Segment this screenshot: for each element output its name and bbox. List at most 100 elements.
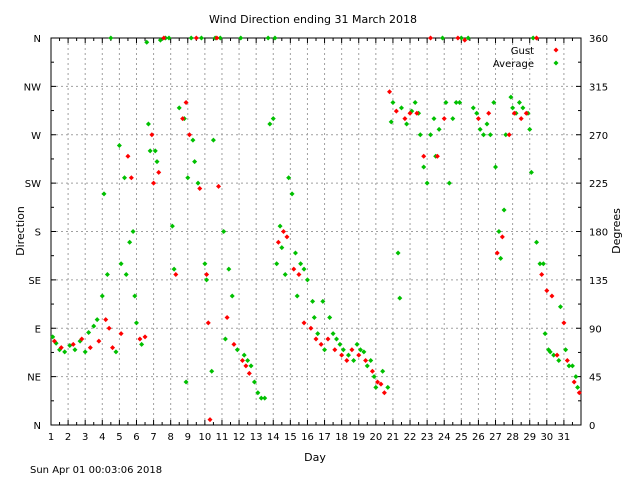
- gust-point: [407, 110, 413, 116]
- average-point: [503, 132, 509, 138]
- average-point: [145, 121, 151, 127]
- gust-point: [151, 180, 157, 186]
- gust-point: [421, 153, 427, 159]
- average-point: [351, 358, 357, 363]
- average-point: [265, 35, 271, 41]
- average-point: [361, 349, 367, 355]
- average-point: [72, 347, 78, 353]
- average-point: [310, 298, 316, 304]
- average-point: [542, 331, 548, 337]
- gust-point: [296, 272, 302, 277]
- average-point: [166, 35, 172, 41]
- gust-point: [79, 336, 85, 342]
- gust-point: [51, 338, 57, 344]
- y-tick-label-left: E: [35, 324, 41, 335]
- average-point: [152, 148, 158, 154]
- gust-point: [103, 317, 109, 323]
- average-point: [101, 191, 107, 197]
- legend: Gust Average: [493, 46, 559, 70]
- average-point: [229, 293, 235, 299]
- gust-point: [205, 320, 211, 326]
- gust-point: [193, 35, 199, 41]
- average-point: [62, 349, 68, 355]
- average-point: [557, 304, 563, 310]
- gust-point: [564, 358, 570, 363]
- gust-point: [156, 169, 162, 175]
- x-tick-label: 20: [369, 432, 382, 443]
- average-point: [169, 223, 175, 229]
- x-tick-label: 6: [133, 432, 139, 443]
- x-tick-label: 4: [99, 432, 105, 443]
- average-point: [446, 180, 452, 186]
- average-point: [421, 164, 427, 170]
- average-point: [528, 169, 534, 175]
- x-tick-label: 9: [185, 432, 191, 443]
- x-tick-label: 27: [489, 432, 502, 443]
- average-point: [368, 358, 374, 363]
- x-tick-label: 8: [167, 432, 173, 443]
- y-tick-label-right: 135: [589, 276, 608, 287]
- average-point: [491, 100, 497, 105]
- y-tick-label-left: NE: [27, 373, 41, 384]
- gust-point: [96, 338, 102, 344]
- average-point: [183, 379, 189, 385]
- average-point: [226, 266, 232, 272]
- average-point: [82, 349, 88, 355]
- average-point: [450, 116, 456, 122]
- average-point: [221, 229, 227, 234]
- gust-point: [387, 89, 393, 95]
- y-tick-label-right: 270: [589, 131, 608, 142]
- average-point: [144, 39, 150, 45]
- gust-point: [204, 272, 210, 277]
- average-point: [470, 105, 476, 111]
- average-point: [508, 94, 514, 100]
- average-point: [334, 336, 340, 342]
- x-tick-label: 29: [523, 432, 536, 443]
- average-point: [104, 272, 110, 277]
- gust-point: [363, 358, 369, 363]
- gust-point: [561, 320, 567, 326]
- gust-point: [301, 320, 307, 326]
- average-point: [398, 105, 404, 111]
- average-point: [397, 295, 403, 301]
- x-tick-label: 18: [335, 432, 348, 443]
- x-tick-label: 16: [301, 432, 314, 443]
- y-tick-label-left: SW: [25, 179, 41, 190]
- gust-point: [239, 358, 245, 363]
- average-point: [380, 368, 386, 374]
- average-point: [279, 245, 285, 251]
- average-point: [566, 363, 572, 369]
- gust-point: [224, 315, 230, 320]
- average-point: [217, 35, 223, 41]
- average-point: [190, 137, 196, 143]
- average-point: [147, 148, 153, 154]
- data-points: [50, 35, 582, 423]
- average-point: [487, 132, 493, 138]
- x-tick-label: 19: [352, 432, 365, 443]
- x-tick-label: 2: [65, 432, 71, 443]
- average-point: [453, 100, 459, 105]
- x-tick-label: 5: [116, 432, 122, 443]
- gust-point: [325, 336, 331, 342]
- average-point: [496, 229, 502, 234]
- average-point: [465, 35, 471, 41]
- average-point: [501, 207, 507, 213]
- average-point: [209, 368, 215, 374]
- average-point: [477, 126, 483, 132]
- gust-point: [118, 331, 124, 337]
- average-point: [258, 395, 264, 401]
- average-point: [248, 363, 254, 369]
- y-tick-label-left: N: [34, 421, 41, 432]
- gust-point: [428, 35, 434, 41]
- average-point: [122, 175, 128, 181]
- average-point: [50, 334, 56, 340]
- x-tick-label: 26: [472, 432, 485, 443]
- x-tick-label: 10: [199, 432, 212, 443]
- x-tick-label: 12: [233, 432, 246, 443]
- average-point: [108, 35, 114, 41]
- gust-point: [243, 363, 249, 369]
- average-point: [238, 35, 244, 41]
- x-tick-label: 14: [267, 432, 280, 443]
- x-tick-label: 22: [404, 432, 417, 443]
- average-point: [431, 116, 437, 122]
